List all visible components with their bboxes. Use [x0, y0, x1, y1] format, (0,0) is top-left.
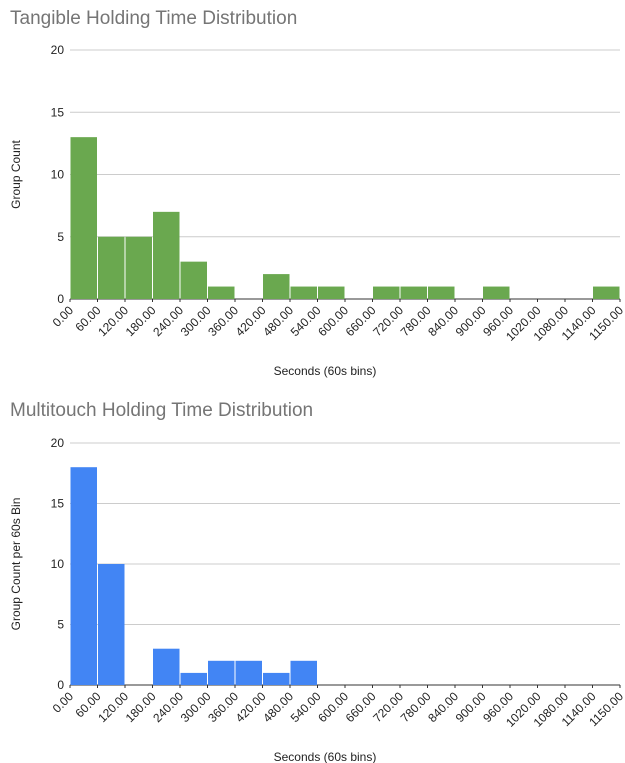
bar — [290, 286, 317, 299]
bar — [125, 236, 152, 299]
bar — [318, 286, 345, 299]
bar — [208, 286, 235, 299]
chart-title: Multitouch Holding Time Distribution — [10, 400, 313, 421]
bar — [483, 286, 510, 299]
x-axis-title: Seconds (60s bins) — [274, 364, 377, 378]
bar — [98, 564, 125, 685]
y-tick-label: 10 — [51, 168, 65, 182]
y-tick-label: 5 — [57, 618, 64, 632]
bar — [400, 286, 427, 299]
bar — [98, 236, 125, 299]
y-tick-label: 20 — [51, 436, 65, 450]
y-tick-label: 15 — [51, 105, 65, 119]
bar — [70, 467, 97, 685]
bar — [180, 261, 207, 299]
y-tick-label: 0 — [57, 678, 64, 692]
bar — [428, 286, 455, 299]
y-tick-label: 15 — [51, 497, 65, 511]
bar — [153, 211, 180, 299]
bar — [290, 660, 317, 685]
bar — [593, 286, 620, 299]
bar — [153, 648, 180, 685]
bar — [70, 137, 97, 299]
bar — [263, 672, 290, 685]
bar — [263, 274, 290, 299]
y-axis-title: Group Count per 60s Bin — [9, 498, 23, 631]
y-tick-label: 20 — [51, 43, 65, 57]
bar — [208, 660, 235, 685]
bar — [373, 286, 400, 299]
y-tick-label: 0 — [57, 292, 64, 306]
bar — [180, 672, 207, 685]
x-axis-title: Seconds (60s bins) — [274, 750, 377, 763]
y-tick-label: 10 — [51, 557, 65, 571]
chart-title: Tangible Holding Time Distribution — [10, 8, 297, 29]
y-axis-title: Group Count — [9, 139, 23, 208]
bar — [235, 660, 262, 685]
y-tick-label: 5 — [57, 230, 64, 244]
